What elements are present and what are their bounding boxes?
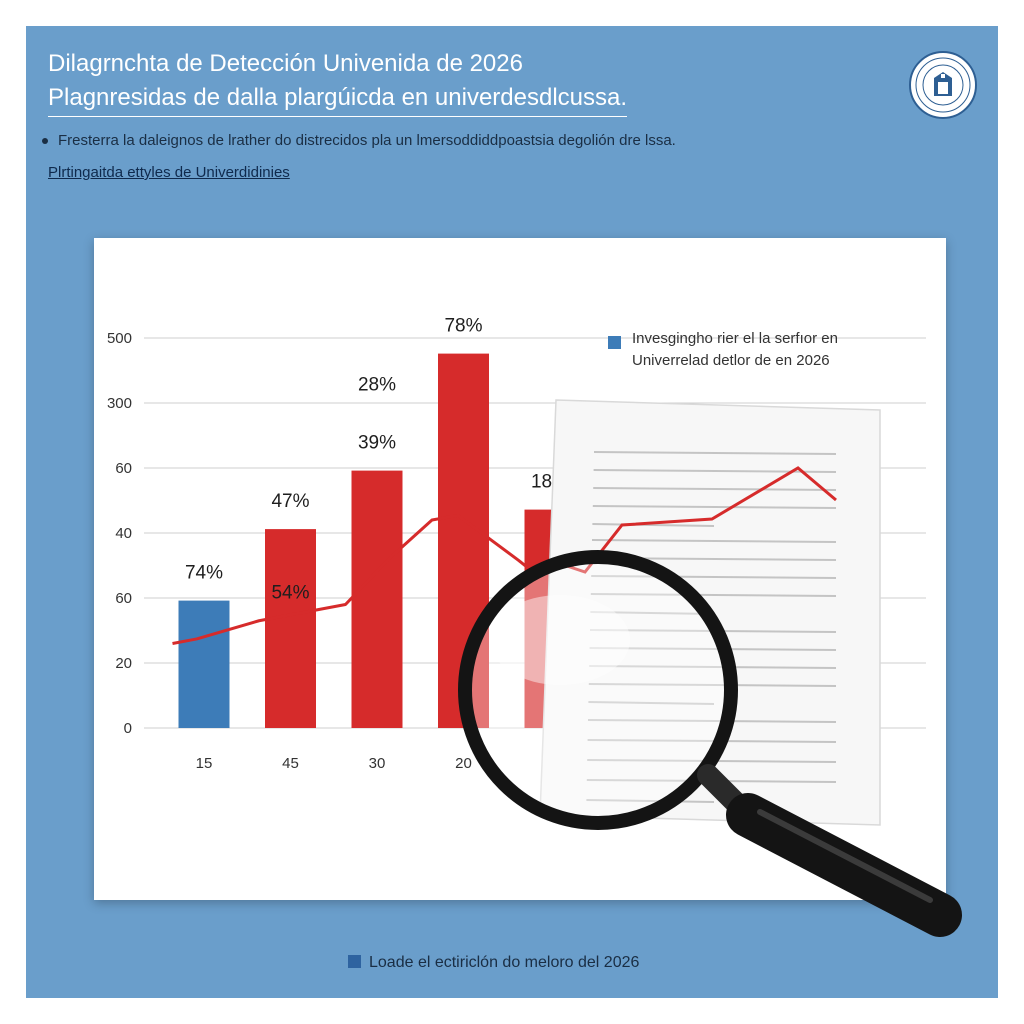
page-subtitle: Plagnresidas de dalla plargúicda en univ… xyxy=(48,84,628,117)
bar xyxy=(438,353,489,728)
x-tick-label: 30 xyxy=(369,755,386,772)
annotation-label: 28% xyxy=(358,375,396,396)
y-tick-label: 20 xyxy=(115,655,132,672)
legend-swatch xyxy=(608,336,621,349)
bar-value-label: 47% xyxy=(271,491,309,512)
bar-value-label: 74% xyxy=(185,563,223,584)
y-tick-label: 0 xyxy=(124,720,132,737)
page-title: Dilagrnchta de Detección Univenida de 20… xyxy=(48,50,523,77)
legend-text-line2: Univerrelad detlor de en 2026 xyxy=(632,352,830,369)
university-seal-icon xyxy=(909,51,977,119)
x-tick-label: 45 xyxy=(282,755,299,772)
y-tick-label: 40 xyxy=(115,525,132,542)
x-tick-label: 15 xyxy=(196,755,213,772)
bar-value-label: 18% xyxy=(531,472,569,493)
universities-link[interactable]: Plrtingaitda ettyles de Univerdidinies xyxy=(48,164,290,181)
footer-text: Loade el ectiriclón do meloro del 2026 xyxy=(369,954,640,971)
bar-value-label: 39% xyxy=(358,433,396,454)
annotation-label: 54% xyxy=(271,583,309,604)
legend-text-line1: Invesgingho rier el la serfıor en xyxy=(632,330,838,347)
bullet-dot-icon xyxy=(42,138,48,145)
footer-swatch xyxy=(348,955,361,968)
x-tick-label: 20 xyxy=(455,755,472,772)
y-tick-label: 60 xyxy=(115,460,132,477)
bar xyxy=(178,600,230,728)
bullet-text: Fresterra la daleignos de lrather do dis… xyxy=(58,132,676,149)
chart-card: 0 20 60 40 60 300 500 74% 15 47% 45 39% 30 78% 20 18% 60… xyxy=(94,238,946,900)
bar-value-label: 78% xyxy=(444,316,482,337)
background-panel: Dilagrnchta de Detección Univenida de 20… xyxy=(26,26,998,998)
y-tick-label: 60 xyxy=(115,590,132,607)
footer-caption: Loade el ectiriclón do meloro del 2026 xyxy=(348,954,639,972)
x-tick-label: 60 xyxy=(542,755,559,772)
bar xyxy=(351,470,403,728)
bar xyxy=(265,529,316,728)
bar xyxy=(524,509,576,728)
y-tick-label: 300 xyxy=(107,395,132,412)
bullet-description: Fresterra la daleignos de lrather do dis… xyxy=(42,132,676,149)
y-tick-label: 500 xyxy=(107,330,132,347)
